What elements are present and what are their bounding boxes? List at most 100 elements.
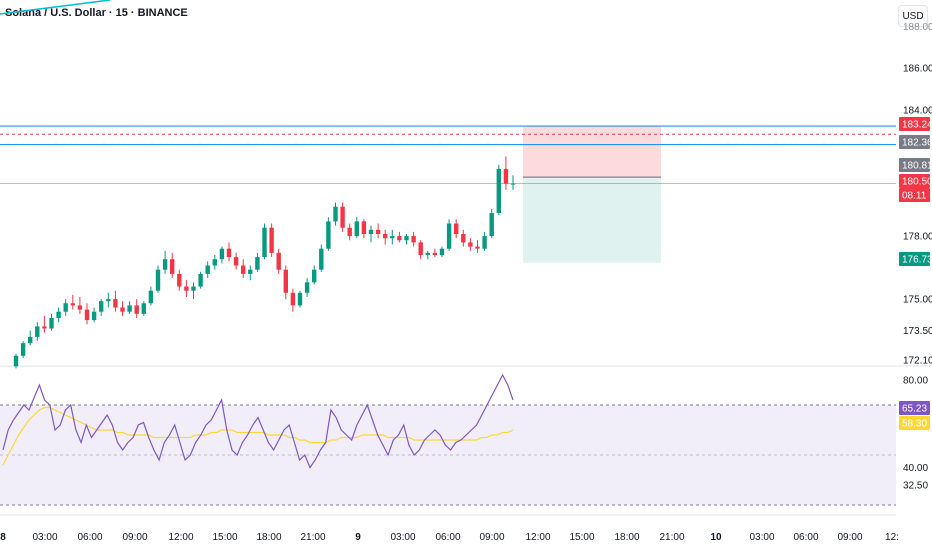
candle-body xyxy=(205,265,210,274)
candle xyxy=(170,252,175,279)
price-badge-bg xyxy=(899,174,930,188)
candle xyxy=(248,265,253,281)
currency-button[interactable]: USD xyxy=(898,5,928,27)
rsi-badge-label: 65.23 xyxy=(902,404,927,415)
candle-body xyxy=(99,301,104,312)
candle-body xyxy=(191,286,196,291)
candle-body xyxy=(503,168,509,184)
price-badge-label: 180.81 xyxy=(902,161,932,172)
candle xyxy=(28,330,33,346)
price-tick-label: 178.00 xyxy=(903,232,932,243)
candle-body xyxy=(84,309,90,321)
candle-body xyxy=(354,221,359,237)
price-tick-label: 173.50 xyxy=(903,326,932,337)
candle xyxy=(347,223,352,241)
candle xyxy=(127,301,132,314)
candle-body xyxy=(333,206,338,222)
candle xyxy=(425,250,430,260)
candle xyxy=(496,164,501,216)
candle xyxy=(155,265,161,293)
rsi-line xyxy=(2,373,514,469)
candle-body xyxy=(262,227,267,258)
candle-body xyxy=(134,305,139,314)
price-badge: 180.81 xyxy=(899,158,932,172)
candle xyxy=(368,225,374,243)
candle-body xyxy=(56,311,61,318)
price-badge: 183.24 xyxy=(899,117,932,131)
time-tick-label: 15:00 xyxy=(569,532,594,543)
candle xyxy=(354,217,359,239)
candle-body xyxy=(255,257,260,270)
candle xyxy=(70,294,75,310)
candle xyxy=(276,248,281,274)
candle xyxy=(177,269,182,291)
candle-body xyxy=(113,299,118,308)
candle-body xyxy=(70,303,75,306)
price-badge-bg xyxy=(899,188,930,202)
candle xyxy=(468,238,473,251)
price-badge-label: 183.24 xyxy=(902,120,932,131)
candle-body xyxy=(439,248,445,255)
rsi-badge-bg xyxy=(899,401,930,415)
candle xyxy=(212,255,217,270)
candle-body xyxy=(482,236,487,249)
candle-body xyxy=(489,213,494,237)
rsi-badge-bg xyxy=(899,416,930,430)
candle-body xyxy=(13,355,19,367)
price-tick-label-partial: 188.00 xyxy=(903,22,932,33)
time-tick-label: 15:00 xyxy=(212,532,237,543)
candle xyxy=(383,229,388,245)
candle xyxy=(84,303,90,325)
time-tick-label: 10 xyxy=(710,532,722,543)
candle-body xyxy=(248,269,253,274)
candle xyxy=(233,252,239,270)
rsi-badge: 58.30 xyxy=(899,416,930,430)
candle-body xyxy=(276,252,281,270)
candle-body xyxy=(390,236,395,239)
candle xyxy=(319,244,324,272)
time-tick-label: 06:00 xyxy=(77,532,102,543)
price-badge: 176.73 xyxy=(899,252,932,266)
candle xyxy=(56,307,61,323)
candle xyxy=(77,297,83,314)
candle xyxy=(404,234,409,245)
candle-body xyxy=(340,206,345,228)
candle-body xyxy=(468,242,473,247)
rsi-tick-label: 32.50 xyxy=(903,481,928,492)
candle xyxy=(375,223,381,239)
time-tick-label: 03:00 xyxy=(749,532,774,543)
candle xyxy=(13,353,19,369)
candle-body xyxy=(461,234,466,243)
candle xyxy=(63,299,68,316)
candle-body xyxy=(77,305,83,310)
candle xyxy=(333,202,338,226)
candle xyxy=(255,252,260,272)
candle-body xyxy=(155,269,161,291)
candle xyxy=(461,229,466,247)
time-tick-label: 21:00 xyxy=(659,532,684,543)
candle xyxy=(42,315,47,333)
time-tick-label: 03:00 xyxy=(390,532,415,543)
candle-body xyxy=(319,248,324,270)
candle xyxy=(99,299,104,316)
candle xyxy=(361,219,367,239)
candle xyxy=(262,223,267,260)
candle xyxy=(148,286,154,306)
price-badge-label: 176.73 xyxy=(902,255,932,266)
candle xyxy=(191,282,196,300)
candle-body xyxy=(226,248,232,258)
candle-body xyxy=(120,307,125,312)
candle-body xyxy=(368,229,374,234)
candle xyxy=(418,240,423,260)
candle xyxy=(503,156,509,190)
candle xyxy=(390,229,395,245)
rsi-badge-label: 58.30 xyxy=(902,419,927,430)
candle-body xyxy=(454,223,459,234)
trend-line-fragment xyxy=(0,0,111,15)
candle xyxy=(141,301,146,316)
candle xyxy=(106,292,111,308)
candle-body xyxy=(312,269,317,283)
candle-body xyxy=(241,265,246,274)
candle-body xyxy=(446,223,452,249)
